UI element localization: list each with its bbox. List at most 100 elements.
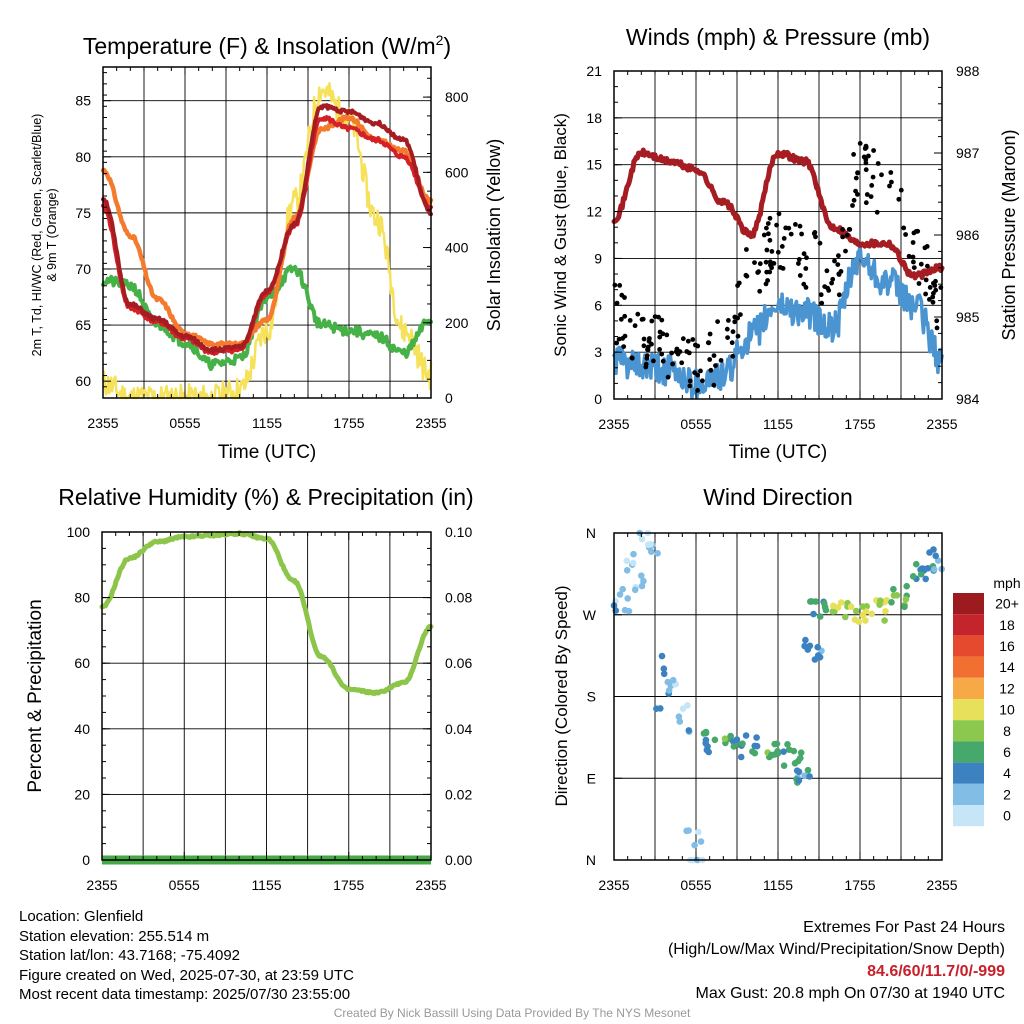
gust-point bbox=[726, 318, 731, 323]
gust-point bbox=[685, 338, 691, 344]
temperature-line bbox=[101, 103, 433, 354]
gust-point bbox=[617, 283, 623, 288]
gust-point bbox=[621, 344, 627, 349]
figure-created: Figure created on Wed, 2025-07-30, at 23… bbox=[19, 966, 354, 984]
wind-direction-point bbox=[802, 636, 809, 644]
wind-direction-point bbox=[638, 572, 645, 579]
x-tick-label: 1755 bbox=[844, 877, 875, 893]
wind-direction-point bbox=[795, 768, 803, 776]
gust-point bbox=[673, 349, 679, 355]
colorbar-label: 6 bbox=[1003, 744, 1011, 760]
x-tick-label: 0555 bbox=[169, 877, 200, 893]
y-tick-label: 987 bbox=[956, 145, 980, 161]
gust-point bbox=[853, 175, 859, 181]
wind-direction-point bbox=[801, 772, 808, 779]
dewpoint-line bbox=[101, 264, 433, 372]
gust-point bbox=[927, 297, 932, 302]
gust-point bbox=[829, 280, 834, 286]
y-tick-label: 6 bbox=[594, 297, 602, 313]
gust-point bbox=[799, 231, 804, 237]
wind-direction-point bbox=[623, 567, 631, 574]
wind-direction-point bbox=[922, 575, 929, 583]
wind-direction-point bbox=[876, 601, 883, 608]
winds-panel: Winds (mph) & Pressure (mb) 2355 0555 1155… bbox=[551, 24, 1019, 463]
wind-direction-point bbox=[691, 841, 698, 849]
temperature-ylabel-left-line1: 2m T, Td, HI/WC (Red, Green, Scarlet/Blu… bbox=[30, 114, 44, 357]
winds-axes: 2355 0555 1155 1755 2355 0 3 6 9 12 15 18 21 984 985 98… bbox=[586, 63, 979, 432]
gust-point bbox=[612, 282, 618, 288]
wind-direction-point bbox=[624, 595, 631, 602]
wind-direction-point bbox=[653, 705, 660, 712]
winds-series bbox=[611, 141, 945, 400]
colorbar-swatch bbox=[953, 614, 984, 636]
gust-point bbox=[836, 292, 842, 298]
y-tick-label: 80 bbox=[75, 149, 91, 165]
gust-point bbox=[804, 255, 809, 261]
gust-point bbox=[629, 355, 635, 361]
wind-direction-point bbox=[647, 541, 654, 548]
humidity-grid bbox=[102, 531, 431, 861]
humidity-panel: Relative Humidity (%) & Precipitation (i… bbox=[25, 484, 474, 893]
x-tick-label: 2355 bbox=[598, 877, 629, 893]
gust-point bbox=[910, 240, 916, 245]
gust-point bbox=[819, 300, 825, 306]
wind-direction-point bbox=[893, 592, 901, 599]
x-tick-label: 2355 bbox=[926, 416, 957, 432]
gust-point bbox=[711, 382, 717, 388]
gust-point bbox=[934, 325, 940, 331]
gust-point bbox=[801, 251, 807, 257]
y-tick-label: 12 bbox=[586, 204, 602, 220]
x-tick-label: 0555 bbox=[169, 415, 200, 431]
gust-point bbox=[796, 257, 802, 262]
gust-point bbox=[744, 247, 749, 252]
gust-point bbox=[632, 323, 638, 329]
y-tick-label: 75 bbox=[75, 205, 91, 221]
gust-point bbox=[836, 253, 841, 259]
wind-direction-point bbox=[881, 617, 888, 624]
x-tick-label: 1155 bbox=[252, 415, 282, 431]
y-tick-label: 100 bbox=[67, 524, 91, 540]
gust-point bbox=[764, 225, 769, 231]
gust-point bbox=[911, 259, 916, 265]
gust-point bbox=[788, 231, 794, 237]
gust-point bbox=[866, 153, 871, 159]
gust-point bbox=[644, 353, 650, 358]
gust-point bbox=[874, 209, 880, 215]
colorbar-label: 0 bbox=[1003, 808, 1011, 824]
gust-point bbox=[660, 358, 666, 364]
gust-point bbox=[803, 266, 809, 271]
gust-point bbox=[730, 353, 736, 359]
wind-direction-point bbox=[890, 585, 897, 593]
winds-ylabel-left: Sonic Wind & Gust (Blue, Black) bbox=[551, 113, 570, 357]
station-latlon: Station lat/lon: 43.7168; -75.4092 bbox=[19, 947, 241, 965]
wind-direction-point bbox=[795, 777, 803, 784]
colorbar-swatch bbox=[953, 656, 984, 678]
wind-direction-point bbox=[640, 577, 647, 585]
wind-direction-point bbox=[631, 586, 639, 594]
wind-direction-point bbox=[739, 740, 746, 747]
x-tick-label: 1155 bbox=[251, 877, 281, 893]
winds-panel-title: Winds (mph) & Pressure (mb) bbox=[626, 24, 930, 50]
gust-point bbox=[763, 259, 769, 265]
x-tick-label: 2355 bbox=[86, 877, 117, 893]
wind-direction-point bbox=[821, 600, 828, 607]
y-tick-label: 18 bbox=[586, 110, 602, 126]
wind-speed-line bbox=[612, 242, 944, 400]
gust-point bbox=[706, 340, 712, 346]
winds-xlabel: Time (UTC) bbox=[729, 442, 828, 463]
wind-direction-points bbox=[610, 529, 945, 864]
wind-direction-point bbox=[784, 741, 791, 748]
y-tick-label: 0.10 bbox=[445, 524, 472, 540]
y-tick-label: 986 bbox=[956, 227, 980, 243]
gust-point bbox=[812, 230, 818, 235]
wind-direction-point bbox=[902, 596, 910, 603]
gust-point bbox=[863, 160, 869, 166]
y-tick-label: 800 bbox=[445, 89, 469, 105]
gust-point bbox=[824, 268, 830, 274]
gust-point bbox=[664, 332, 670, 338]
wind-direction-point bbox=[685, 727, 693, 734]
max-gust: Max Gust: 20.8 mph On 07/30 at 1940 UTC bbox=[695, 985, 1006, 1002]
colorbar-label: 20+ bbox=[995, 596, 1019, 612]
gust-point bbox=[738, 312, 743, 317]
gust-point bbox=[846, 227, 852, 232]
